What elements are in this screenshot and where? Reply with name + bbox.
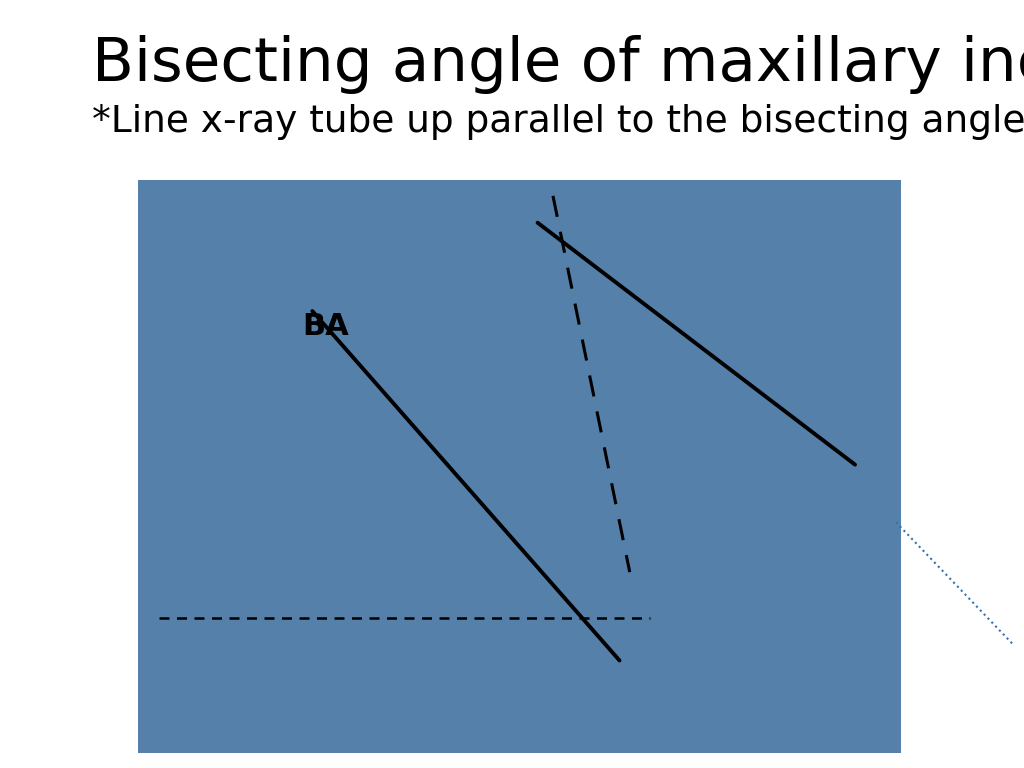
Text: BA: BA [302,312,349,341]
Bar [138,180,901,753]
Text: Bisecting angle of maxillary incisors: Bisecting angle of maxillary incisors [92,35,1024,94]
Text: *Line x-ray tube up parallel to the bisecting angle*: *Line x-ray tube up parallel to the bise… [92,104,1024,140]
